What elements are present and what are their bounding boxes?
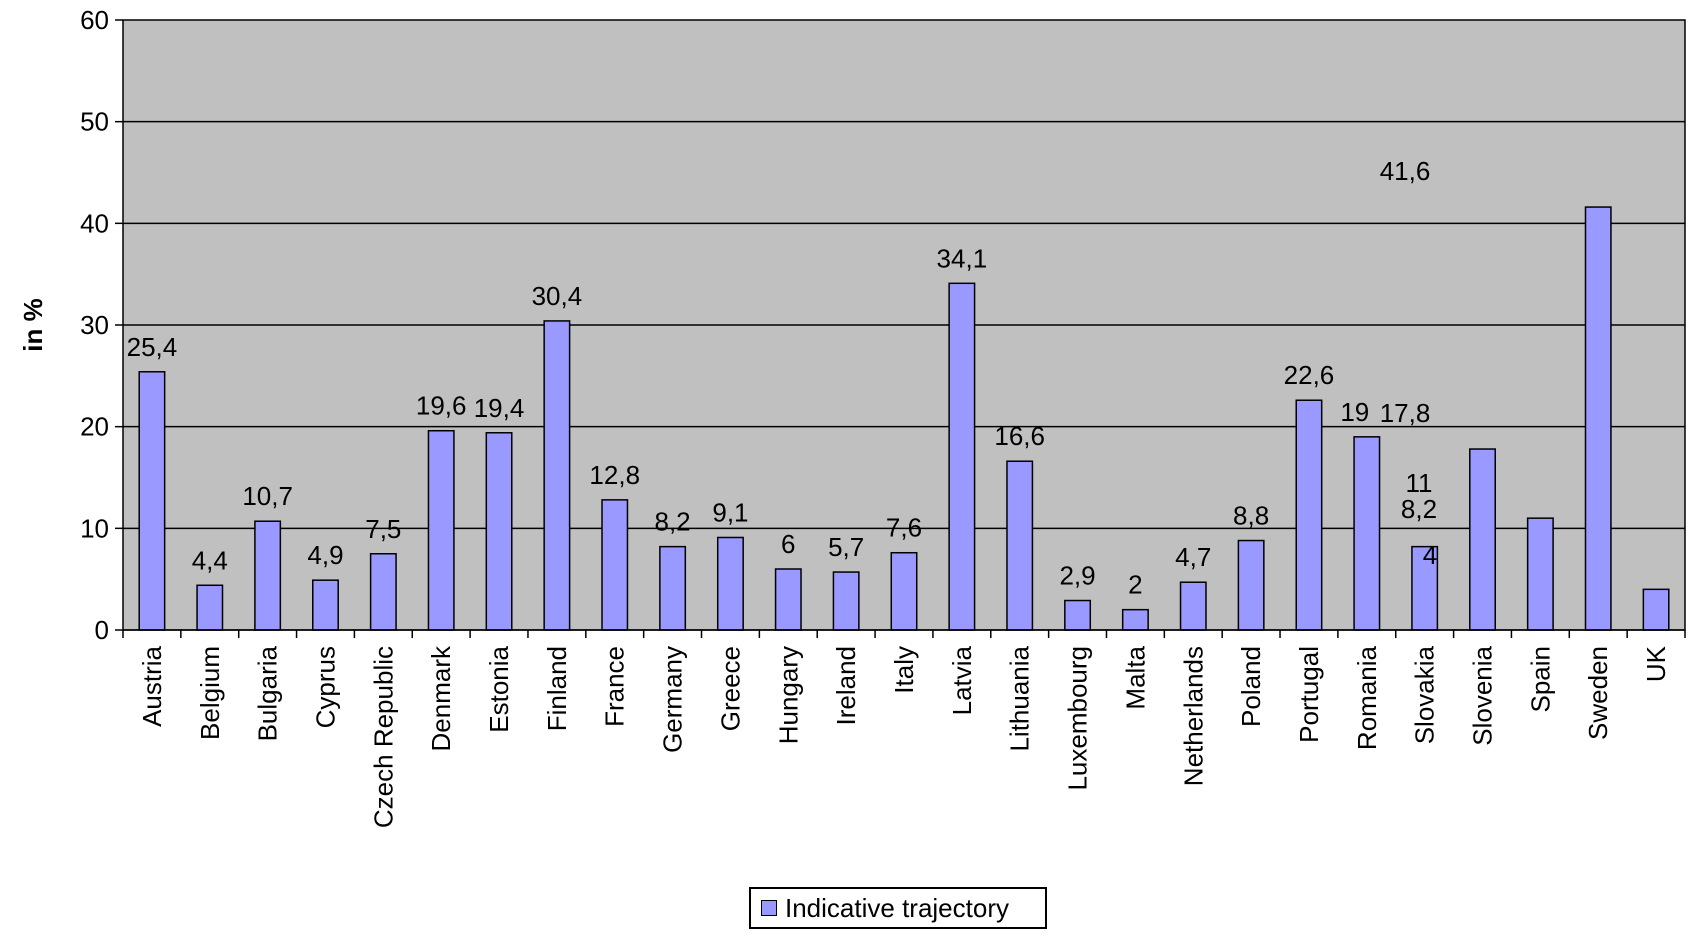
bar — [1179, 581, 1207, 631]
data-labels: 25,4 4,4 10,7 4,9 7,5 19,6 19,4 30,4 12,8 8,2 9,1 6… — [127, 156, 1438, 600]
bar — [138, 371, 166, 631]
x-tick-label: Romania — [1352, 645, 1382, 750]
x-tick-label: Greece — [715, 646, 745, 731]
x-tick-label: Luxembourg — [1063, 646, 1093, 791]
data-label: 41,6 — [1380, 156, 1431, 186]
legend-label: Indicative trajectory — [785, 892, 1009, 923]
y-tick-label: 30 — [80, 310, 109, 340]
x-tick-label: Slovakia — [1410, 645, 1440, 744]
x-tick-label: Poland — [1236, 646, 1266, 727]
data-label: 30,4 — [532, 281, 583, 311]
data-label: 7,5 — [365, 514, 401, 544]
bar — [1584, 206, 1612, 631]
y-axis-label: in % — [18, 298, 48, 351]
bar — [1064, 599, 1092, 631]
bar — [543, 320, 571, 631]
y-tick-label: 20 — [80, 412, 109, 442]
data-label: 7,6 — [886, 513, 922, 543]
bar — [1642, 588, 1670, 631]
bar — [312, 579, 339, 631]
data-label: 22,6 — [1284, 360, 1335, 390]
bar — [1006, 460, 1034, 631]
bar — [1526, 517, 1554, 631]
data-label: 19 — [1340, 397, 1369, 427]
bar — [1469, 448, 1496, 631]
y-axis-ticks: 0 10 20 30 40 50 60 — [80, 5, 123, 645]
data-label: 4,4 — [192, 545, 228, 575]
x-tick-label: UK — [1641, 645, 1671, 682]
x-tick-label: Finland — [542, 646, 572, 731]
bar — [948, 282, 976, 631]
x-tick-label: Slovenia — [1468, 645, 1498, 745]
x-tick-label: Netherlands — [1178, 646, 1208, 786]
y-tick-label: 60 — [80, 5, 109, 35]
x-tick-label: Germany — [658, 646, 688, 753]
x-tick-label: Belgium — [195, 646, 225, 740]
bar — [196, 584, 224, 631]
x-tick-label: Portugal — [1294, 646, 1324, 743]
bar — [601, 499, 629, 631]
y-tick-label: 40 — [80, 208, 109, 238]
legend-swatch — [761, 900, 777, 916]
x-tick-label: Ireland — [831, 646, 861, 726]
data-label: 12,8 — [589, 460, 640, 490]
bar — [254, 520, 282, 631]
data-label: 5,7 — [828, 532, 864, 562]
data-label: 19,4 — [474, 393, 525, 423]
y-tick-label: 50 — [80, 107, 109, 137]
y-tick-label: 0 — [95, 615, 109, 645]
bar — [832, 571, 860, 631]
bar — [369, 553, 397, 631]
legend: Indicative trajectory — [749, 887, 1047, 929]
data-label: 25,4 — [127, 332, 178, 362]
data-label: 4,7 — [1175, 542, 1211, 572]
x-tick-label: Denmark — [426, 645, 456, 751]
data-label: 9,1 — [712, 497, 748, 527]
data-label: 4,9 — [307, 540, 343, 570]
data-label: 4 — [1423, 540, 1437, 570]
bar — [774, 568, 802, 631]
data-label: 2,9 — [1059, 561, 1095, 591]
x-tick-label: Bulgaria — [253, 645, 283, 741]
data-label: 2 — [1128, 570, 1142, 600]
x-tick-label: Sweden — [1583, 646, 1613, 740]
data-label: 8,2 — [1401, 494, 1437, 524]
x-tick-label: Cyprus — [310, 646, 340, 728]
x-tick-label: Latvia — [947, 645, 977, 715]
x-axis-ticks: Austria Belgium Bulgaria Cyprus Czech Republ… — [122, 629, 1686, 828]
x-tick-label: Hungary — [773, 646, 803, 744]
x-tick-label: France — [600, 646, 630, 727]
x-tick-label: Czech Republic — [368, 646, 398, 828]
bar — [659, 545, 687, 631]
bars — [138, 206, 1670, 631]
data-label: 34,1 — [937, 243, 988, 273]
x-tick-label: Malta — [1120, 645, 1150, 709]
y-tick-label: 10 — [80, 513, 109, 543]
data-label: 19,6 — [416, 391, 467, 421]
gridlines — [123, 120, 1685, 530]
bar — [427, 429, 455, 631]
x-tick-label: Lithuania — [1005, 645, 1035, 751]
bar — [1121, 608, 1149, 631]
data-label: 16,6 — [994, 421, 1045, 451]
data-label: 10,7 — [242, 481, 293, 511]
data-label: 8,8 — [1233, 501, 1269, 531]
bar — [1411, 545, 1439, 631]
x-tick-label: Estonia — [484, 645, 514, 732]
bar — [1295, 399, 1323, 631]
data-label: 8,2 — [655, 507, 691, 537]
data-label: 11 — [1406, 468, 1433, 498]
bar — [1237, 539, 1265, 631]
bar — [485, 432, 513, 631]
bar — [716, 536, 744, 631]
data-label: 17,8 — [1380, 398, 1431, 428]
x-tick-label: Austria — [137, 645, 167, 726]
bar — [1353, 436, 1381, 631]
data-label: 6 — [781, 529, 795, 559]
x-tick-label: Italy — [889, 646, 919, 694]
bar — [890, 551, 918, 631]
x-tick-label: Spain — [1525, 646, 1555, 713]
